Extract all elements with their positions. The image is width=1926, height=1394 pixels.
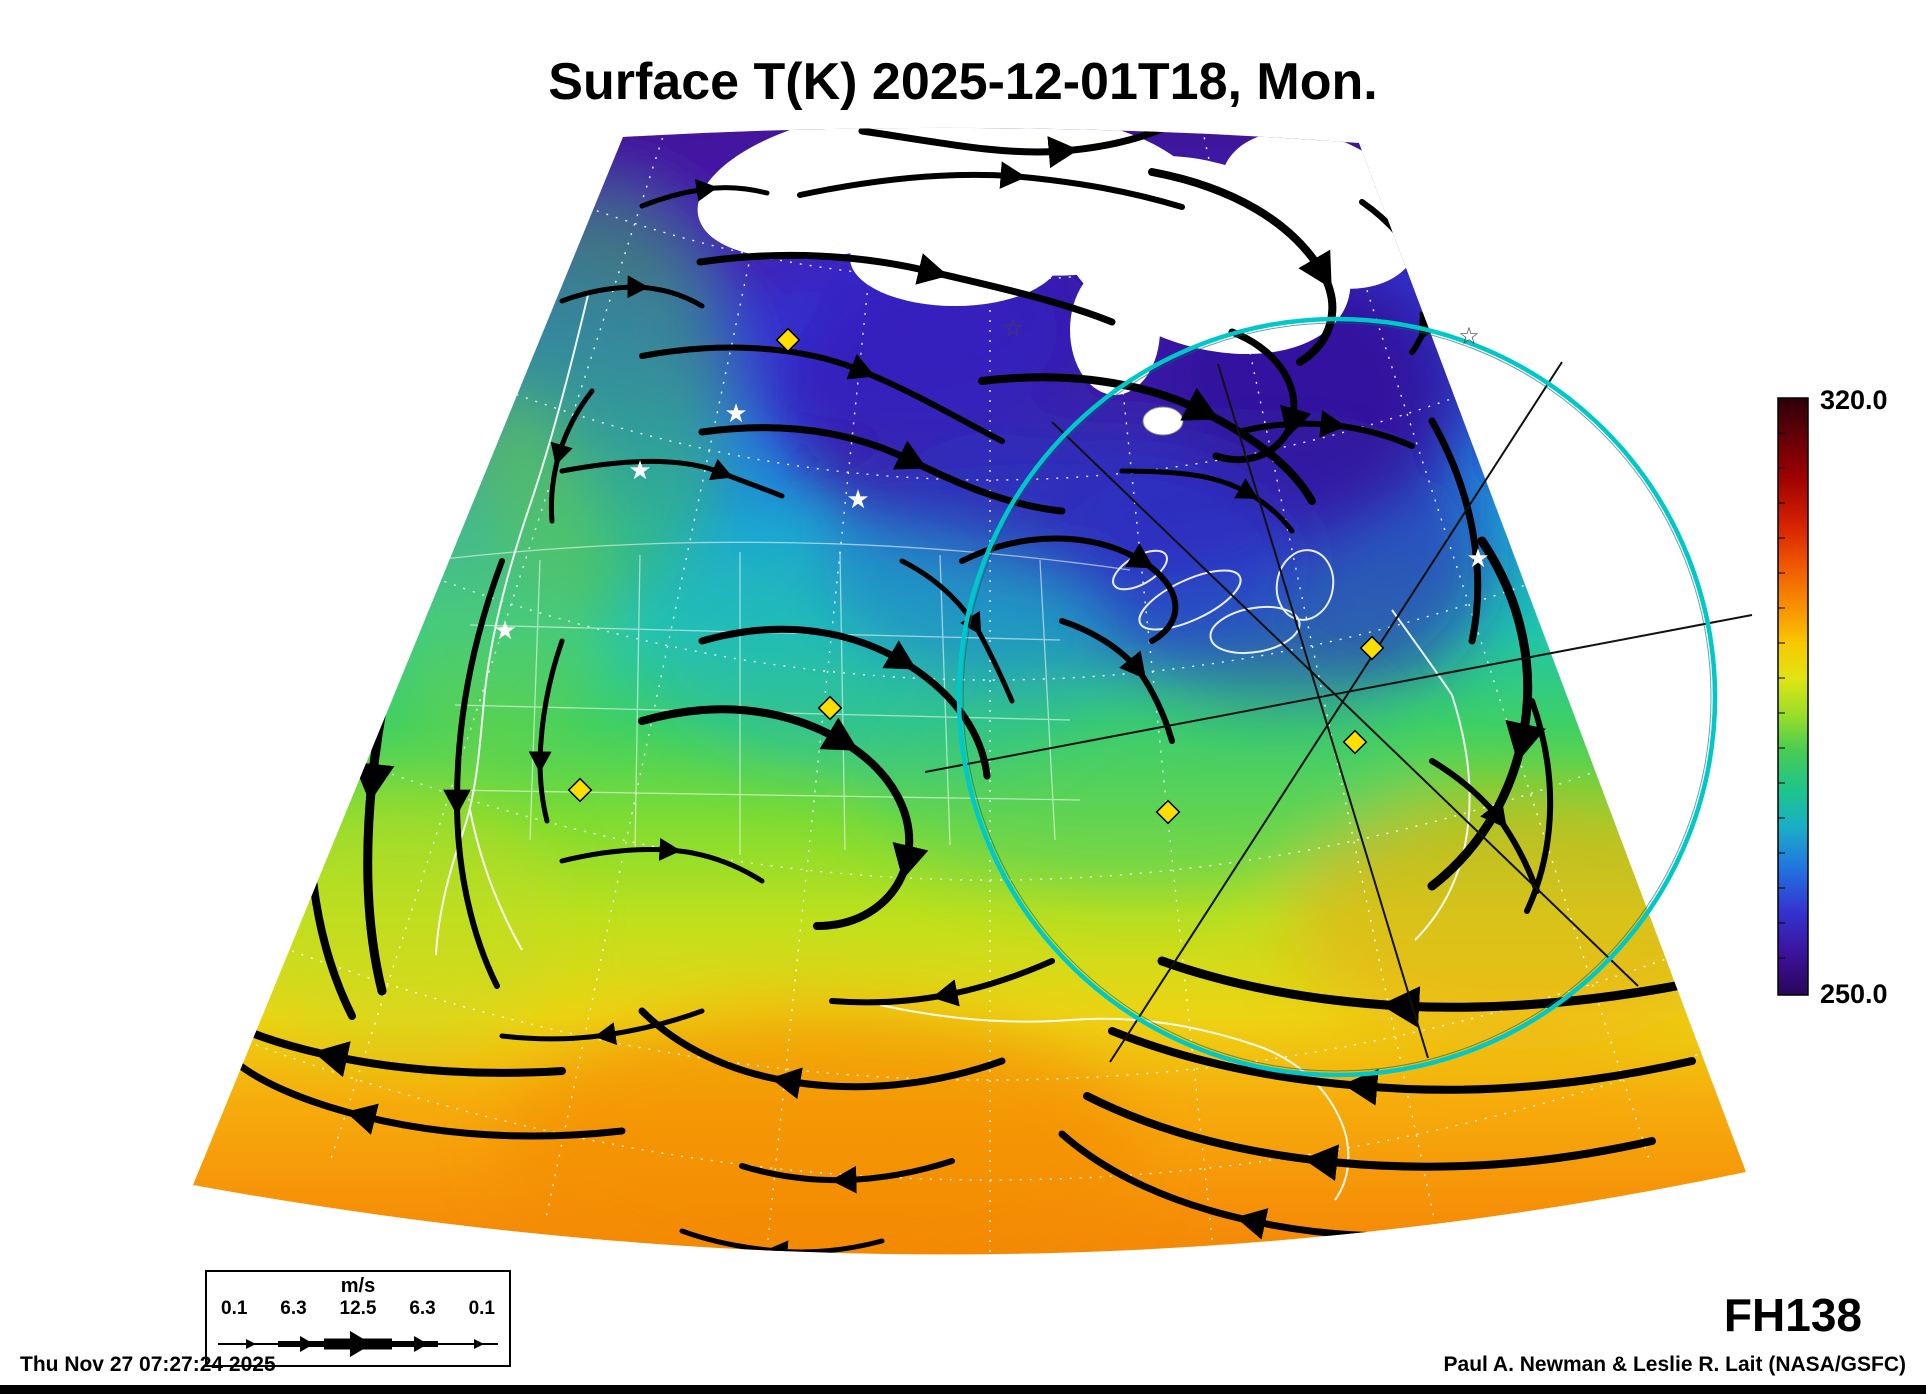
- colorbar-ticks: [1778, 432, 1785, 959]
- wind-legend-tick: 0.1: [221, 1298, 248, 1319]
- svg-text:★: ★: [1466, 543, 1489, 573]
- svg-text:☆: ☆: [1002, 315, 1024, 342]
- colorbar-max-label: 320.0: [1820, 385, 1888, 415]
- city-star-markers: ★ ★ ★ ★ ★ ☆ ☆: [493, 315, 1489, 645]
- wind-legend-units: m/s: [340, 1275, 376, 1297]
- colorbar-gradient: [1777, 397, 1809, 996]
- svg-text:★: ★: [724, 398, 747, 428]
- coastlines: [435, 294, 1471, 1201]
- station-diamond-markers: [567, 327, 1385, 825]
- forecast-hour-label: FH138: [1723, 1289, 1862, 1341]
- wind-speed-arrow-scale: [218, 1331, 498, 1357]
- credit-text: Paul A. Newman & Leslie R. Lait (NASA/GS…: [1443, 1353, 1906, 1376]
- svg-text:★: ★: [846, 484, 869, 514]
- wind-streamlines: [198, 127, 1707, 1255]
- generation-timestamp: Thu Nov 27 07:27:24 2025: [20, 1353, 276, 1376]
- page-title: Surface T(K) 2025-12-01T18, Mon.: [548, 53, 1378, 111]
- svg-text:☆: ☆: [1458, 323, 1480, 350]
- wind-legend-tick: 12.5: [339, 1298, 377, 1319]
- wind-legend-tick: 6.3: [280, 1298, 307, 1319]
- range-circle: [956, 316, 1718, 1078]
- range-circle-overlay: [924, 316, 1753, 1078]
- svg-text:★: ★: [628, 455, 651, 485]
- wind-legend-tick-row: 0.1 6.3 12.5 6.3 0.1: [207, 1298, 509, 1320]
- wind-legend-tick: 6.3: [409, 1298, 436, 1319]
- wind-legend-tick: 0.1: [468, 1298, 495, 1319]
- colorbar: 320.0 250.0: [1777, 385, 1888, 1009]
- wind-speed-legend: m/s 0.1 6.3 12.5 6.3 0.1: [205, 1270, 511, 1367]
- colorbar-min-label: 250.0: [1820, 979, 1888, 1009]
- svg-text:★: ★: [493, 615, 516, 645]
- bottom-divider-bar: [0, 1385, 1926, 1394]
